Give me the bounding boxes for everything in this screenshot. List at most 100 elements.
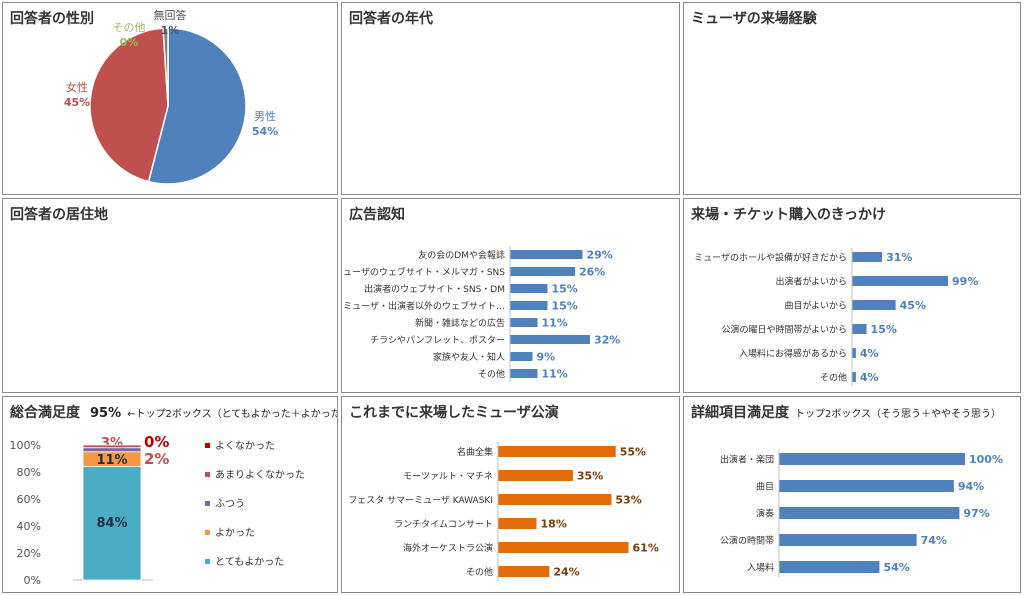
bar bbox=[510, 369, 538, 378]
bar bbox=[510, 284, 548, 293]
panel-gender: 回答者の性別 男性 54% 女性 45% その他 0% 無回答 1% bbox=[2, 2, 338, 195]
bar bbox=[779, 480, 954, 492]
value-label: 74% bbox=[921, 534, 947, 547]
category-label: 入場料にお得感があるから bbox=[739, 348, 847, 360]
value-label: 54% bbox=[883, 561, 909, 574]
bar bbox=[510, 352, 533, 361]
panel-detail: 詳細項目満足度 トップ2ボックス（そう思う＋ややそう思う） 出演者・楽団 100% 曲… bbox=[683, 396, 1021, 593]
value-label: 18% bbox=[541, 518, 567, 531]
legend-label: ふつう bbox=[215, 498, 245, 510]
category-label: チラシやパンフレット、ポスター bbox=[370, 335, 505, 346]
legend-label: よくなかった bbox=[215, 440, 275, 452]
panel-visits: ミューザの来場経験 今回はじめて21%2～4回17%5～9回16%10回以上46… bbox=[683, 2, 1021, 195]
y-tick-label: 100% bbox=[10, 439, 41, 452]
value-label: 97% bbox=[963, 507, 989, 520]
bar bbox=[510, 318, 538, 327]
panel-residence: 回答者の居住地 川崎市6%横浜市18%神奈川県その他7%東京都42%その他19%… bbox=[2, 198, 338, 393]
category-label: 曲目 bbox=[756, 482, 774, 493]
value-label: 15% bbox=[552, 283, 578, 296]
value-label: 15% bbox=[871, 323, 897, 336]
overall-title: 総合満足度 bbox=[10, 405, 80, 421]
value-label: 61% bbox=[633, 542, 659, 555]
slice-label: 男性 bbox=[254, 109, 276, 123]
category-label: 友の会のDMや会報誌 bbox=[418, 249, 505, 261]
panel-title: 回答者の性別 bbox=[10, 11, 94, 27]
category-label: 公演の時間帯 bbox=[720, 535, 774, 547]
legend-label: よかった bbox=[215, 527, 255, 539]
value-label: 55% bbox=[620, 446, 646, 459]
legend-swatch bbox=[205, 472, 210, 477]
trigger-bar-chart: ミューザのホールや設備が好きだから 31% 出演者がよいから 99% 曲目がよいから 45… bbox=[694, 248, 978, 386]
slice-label: 無回答 bbox=[154, 8, 187, 22]
category-label: 出演者・楽団 bbox=[720, 454, 774, 466]
bar bbox=[852, 324, 867, 334]
value-label: 11% bbox=[542, 368, 568, 381]
value-label: 26% bbox=[579, 266, 605, 279]
slice-value: 1% bbox=[161, 24, 180, 37]
legend-label: とてもよかった bbox=[215, 556, 284, 568]
segment-value: 3% bbox=[101, 436, 123, 451]
legend-swatch bbox=[205, 559, 210, 564]
category-label: その他 bbox=[820, 372, 847, 384]
bar bbox=[498, 542, 629, 553]
legend-label: あまりよくなかった bbox=[215, 469, 305, 481]
y-tick-label: 60% bbox=[17, 493, 41, 506]
category-label: その他 bbox=[478, 368, 505, 380]
overall-stacked-bar-chart: 0%20%40%60%80%100%84%11%3%2%0% よくなかったあまりよ… bbox=[10, 433, 305, 587]
y-tick-label: 40% bbox=[17, 520, 41, 533]
legend-swatch bbox=[205, 530, 210, 535]
bar bbox=[852, 300, 896, 310]
stack-segment bbox=[82, 466, 142, 581]
bar bbox=[510, 250, 583, 259]
bar bbox=[498, 470, 573, 481]
bar bbox=[498, 494, 612, 505]
segment-value: 2% bbox=[144, 450, 169, 468]
category-label: モーツァルト・マチネ bbox=[403, 471, 493, 482]
bar bbox=[510, 267, 575, 276]
category-label: 出演者のウェブサイト・SNS・DM bbox=[364, 283, 505, 295]
value-label: 45% bbox=[900, 299, 926, 312]
value-label: 4% bbox=[860, 347, 879, 360]
value-label: 24% bbox=[553, 566, 579, 579]
category-label: 名曲全集 bbox=[457, 446, 493, 458]
segment-value: 84% bbox=[96, 516, 127, 531]
panel-title: 回答者の居住地 bbox=[10, 207, 108, 223]
category-label: ランチタイムコンサート bbox=[394, 519, 493, 530]
slice-value: 45% bbox=[64, 96, 90, 109]
bar bbox=[498, 566, 550, 577]
category-label: ミューザのホールや設備が好きだから bbox=[694, 252, 847, 264]
legend-swatch bbox=[205, 501, 210, 506]
panel-trigger: 来場・チケット購入のきっかけ ミューザのホールや設備が好きだから 31% 出演者がよ… bbox=[683, 198, 1021, 393]
y-tick-label: 80% bbox=[17, 466, 41, 479]
value-label: 4% bbox=[860, 371, 879, 384]
slice-value: 0% bbox=[120, 36, 139, 49]
detail-subtitle: トップ2ボックス（そう思う＋ややそう思う） bbox=[795, 409, 1002, 420]
bar bbox=[852, 348, 856, 358]
panel-title: 広告認知 bbox=[349, 207, 405, 223]
bar bbox=[498, 446, 616, 457]
category-label: フェスタ サマーミューザ KAWASKI bbox=[348, 495, 493, 506]
value-label: 99% bbox=[952, 275, 978, 288]
value-label: 32% bbox=[594, 334, 620, 347]
category-label: 家族や友人・知人 bbox=[433, 351, 505, 363]
bar bbox=[779, 453, 965, 465]
age-pie-chart: 19歳以下1%20～25歳0%26～39歳1%40～49歳7%50～59歳25%… bbox=[342, 3, 680, 195]
panel-title: 来場・チケット購入のきっかけ bbox=[691, 207, 887, 223]
bar bbox=[779, 561, 880, 573]
panel-title: 回答者の年代 bbox=[349, 11, 433, 27]
bar bbox=[852, 372, 856, 382]
ad-bar-chart: 友の会のDMや会報誌 29% ミューザのウェブサイト・メルマガ・SNS 26% 出演者の… bbox=[342, 246, 620, 382]
gender-pie-chart: 男性 54% 女性 45% その他 0% 無回答 1% bbox=[64, 8, 278, 185]
stack-segment bbox=[82, 444, 142, 449]
segment-value: 0% bbox=[144, 433, 169, 451]
residence-pie-chart: 川崎市6%横浜市18%神奈川県その他7%東京都42%その他19%無回答7% bbox=[3, 199, 338, 393]
bar bbox=[779, 507, 960, 519]
panel-age: 回答者の年代 19歳以下1%20～25歳0%26～39歳1%40～49歳7%50… bbox=[341, 2, 680, 195]
value-label: 15% bbox=[552, 300, 578, 313]
slice-label: 女性 bbox=[66, 80, 88, 94]
pie-slice bbox=[162, 27, 169, 107]
category-label: 公演の曜日や時間帯がよいから bbox=[721, 324, 847, 336]
category-label: 入場料 bbox=[747, 562, 774, 574]
category-label: 演奏 bbox=[756, 508, 774, 520]
category-label: 新聞・雑誌などの広告 bbox=[415, 317, 505, 329]
